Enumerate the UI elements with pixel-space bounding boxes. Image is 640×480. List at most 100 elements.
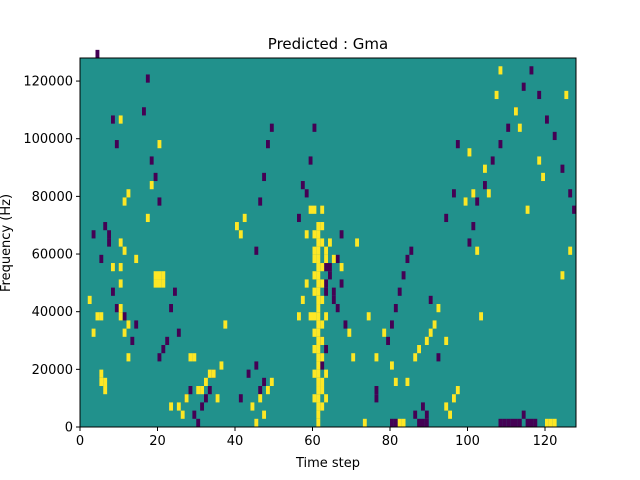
heatmap-cell-high (211, 369, 216, 378)
heatmap-cell-high (126, 353, 131, 362)
heatmap-cell-high (118, 312, 123, 321)
heatmap-cell-low (312, 123, 317, 132)
heatmap-cell-high (99, 377, 104, 387)
heatmap-cell-low (393, 304, 398, 313)
heatmap-cell-low (262, 172, 267, 182)
x-tick-label: 100 (455, 434, 480, 449)
heatmap-cell-low (393, 418, 398, 427)
heatmap-cell-low (254, 361, 259, 370)
heatmap-cell-low (339, 279, 344, 288)
heatmap-cell-low (417, 418, 422, 427)
heatmap-cell-high (316, 304, 321, 313)
heatmap-cell-high (316, 410, 321, 419)
heatmap-cell-low (114, 140, 119, 149)
heatmap-cell-low (498, 140, 503, 149)
heatmap-cell-low (188, 386, 193, 395)
heatmap-cell-high (393, 377, 398, 387)
heatmap-cell-high (463, 197, 468, 206)
heatmap-cell-low (173, 287, 177, 296)
heatmap-cell-low (300, 181, 305, 190)
heatmap-cell-high (471, 189, 476, 198)
heatmap-cell-high (316, 271, 321, 280)
heatmap-cell-high (304, 230, 309, 239)
heatmap-cell-high (316, 394, 321, 403)
heatmap-cell-high (118, 279, 123, 288)
heatmap-cell-high (312, 345, 317, 354)
heatmap-cell-low (452, 189, 456, 198)
heatmap-cell-low (506, 123, 511, 132)
heatmap-cell-high (312, 205, 317, 214)
heatmap-cell-low (335, 304, 340, 313)
heatmap-cell-high (351, 353, 356, 362)
heatmap-cell-high (126, 320, 131, 329)
heatmap-cell-low (95, 49, 100, 59)
heatmap-cell-low (269, 123, 274, 132)
heatmap-cell-low (331, 295, 336, 305)
heatmap-cell-low (374, 386, 379, 395)
heatmap-cell-high (316, 336, 321, 346)
heatmap-cell-low (455, 140, 460, 149)
heatmap-cell-low (537, 90, 542, 100)
heatmap-cell-low (157, 197, 162, 206)
heatmap-cell-low (490, 156, 495, 165)
heatmap-cell-high (316, 287, 321, 296)
heatmap-cell-low (475, 197, 480, 206)
heatmap-cell-high (494, 90, 499, 100)
heatmap-cell-high (455, 386, 460, 395)
heatmap-cell-high (242, 213, 247, 223)
heatmap-cell-high (316, 246, 321, 255)
heatmap-cell-high (541, 172, 546, 182)
heatmap-cell-high (153, 279, 158, 288)
heatmap-cell-high (215, 394, 220, 403)
heatmap-cell-high (316, 353, 321, 362)
heatmap-cell-low (421, 418, 425, 427)
heatmap-cell-low (390, 320, 394, 329)
heatmap-cell-high (382, 328, 387, 337)
heatmap-cell-low (444, 213, 449, 223)
heatmap-cell-low (386, 336, 391, 346)
heatmap-cell-low (374, 394, 379, 403)
heatmap-cell-low (258, 386, 263, 395)
heatmap-cell-high (316, 377, 321, 387)
heatmap-cell-low (258, 197, 263, 206)
heatmap-cell-low (169, 304, 174, 313)
heatmap-cell-high (122, 328, 127, 337)
heatmap-cell-low (196, 418, 201, 427)
heatmap-cell-high (324, 369, 329, 378)
heatmap-cell-high (219, 361, 224, 370)
heatmap-cell-high (347, 328, 352, 337)
heatmap-cell-low (572, 205, 577, 214)
heatmap-cell-high (432, 320, 437, 329)
heatmap-cell-high (258, 394, 263, 403)
heatmap-cell-high (328, 238, 332, 247)
heatmap-cell-high (118, 238, 123, 247)
heatmap-cell-low (339, 230, 344, 239)
heatmap-cell-high (320, 320, 325, 329)
heatmap-cell-low (331, 287, 336, 296)
heatmap-cell-low (560, 164, 565, 173)
heatmap-cell-low (413, 410, 418, 419)
heatmap-cell-high (316, 295, 321, 305)
heatmap-cell-high (180, 410, 185, 419)
x-axis-label: Time step (295, 456, 360, 471)
heatmap-cell-high (320, 295, 325, 305)
heatmap-cell-low (525, 418, 530, 427)
heatmap-cell-high (157, 140, 162, 149)
heatmap-cell-high (312, 230, 317, 239)
heatmap-cell-high (316, 328, 321, 337)
x-axis: 0 20 40 60 80 100 120 (76, 427, 557, 449)
heatmap-cell-low (111, 115, 115, 124)
heatmap-cell-high (188, 353, 193, 362)
y-tick-label: 60000 (32, 248, 73, 263)
heatmap-cell-high (355, 238, 360, 247)
y-tick-label: 0 (65, 421, 73, 436)
heatmap-cell-high (87, 295, 92, 305)
heatmap-cell-low (114, 304, 119, 313)
heatmap-cell-low (122, 312, 127, 321)
heatmap-cell-low (409, 246, 414, 255)
heatmap-cell-high (316, 361, 321, 370)
heatmap-cell-high (517, 123, 522, 132)
heatmap-cell-low (510, 418, 515, 427)
heatmap-cell-low (328, 271, 332, 280)
heatmap-cell-high (390, 361, 394, 370)
